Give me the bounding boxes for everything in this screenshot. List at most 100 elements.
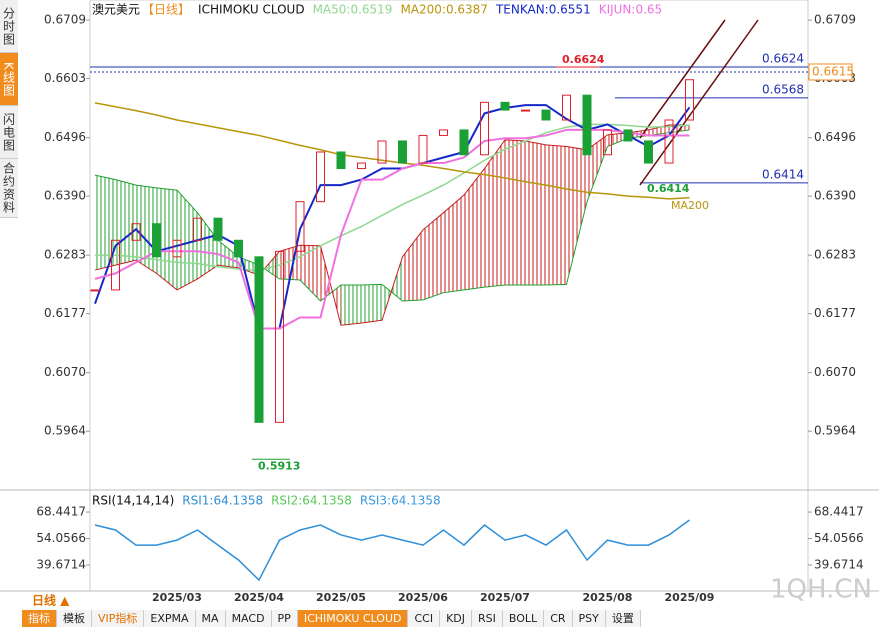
- y-tick-label: 68.4417: [814, 505, 864, 519]
- candle: [582, 94, 592, 156]
- indicator-tab[interactable]: MA: [195, 610, 226, 627]
- y-tick-label: 0.6283: [44, 248, 86, 262]
- y-tick-label: 0.6390: [44, 189, 86, 203]
- watermark: 1QH.CN: [770, 575, 872, 605]
- y-tick-label: 39.6714: [814, 558, 864, 572]
- y-tick-label: 0.6283: [814, 248, 856, 262]
- legend-entry: RSI1:64.1358: [182, 494, 263, 508]
- indicator-tab[interactable]: PP: [271, 610, 298, 627]
- cloud-segment: [525, 140, 546, 285]
- candle: [131, 223, 141, 241]
- cloud-segment: [177, 190, 198, 290]
- indicator-tab[interactable]: PSY: [572, 610, 606, 627]
- y-tick-label: 0.6603: [44, 71, 86, 85]
- candle: [541, 109, 551, 121]
- indicator-tab[interactable]: RSI: [472, 610, 503, 627]
- side-tabs: 分时图 K线图 闪电图 合约资料: [0, 0, 18, 218]
- y-tick-label: 0.6496: [814, 130, 856, 144]
- x-tick-label: 2025/06: [398, 591, 448, 604]
- candle: [500, 101, 510, 111]
- candle: [521, 109, 530, 112]
- candle: [685, 79, 694, 121]
- indicator-tabs: 指标 模板 VIP指标 EXPMA MA MACD PP ICHIMOKU CLOUD CCI K…: [22, 610, 641, 627]
- indicator-tab[interactable]: BOLL: [502, 610, 545, 627]
- candle: [295, 201, 305, 252]
- indicator-tab[interactable]: 指标: [22, 610, 57, 627]
- level-label: 0.6624: [762, 52, 804, 66]
- level-label: 0.6414: [762, 167, 804, 181]
- candle: [664, 119, 674, 164]
- indicator-name: ICHIMOKU CLOUD: [198, 3, 305, 17]
- legend-entry: MA50:0.6519: [313, 3, 393, 17]
- y-tick-label: 0.6070: [814, 365, 856, 379]
- indicator-tab[interactable]: CR: [544, 610, 573, 627]
- swing-low-label: 0.6414: [647, 182, 690, 195]
- high-marker-label: 0.6624: [562, 53, 605, 66]
- y-tick-label: 68.4417: [36, 505, 86, 519]
- indicator-tab[interactable]: 模板: [57, 610, 92, 627]
- indicator-tab[interactable]: VIP指标: [92, 610, 145, 627]
- y-tick-label: 39.6714: [36, 558, 86, 572]
- candle: [111, 239, 120, 291]
- y-tick-label: 0.5964: [814, 424, 856, 438]
- cloud-segment: [341, 284, 362, 326]
- cloud-segment: [546, 144, 567, 285]
- low-marker-label: 0.5913: [258, 459, 300, 472]
- candle: [398, 140, 407, 164]
- candle: [316, 151, 325, 203]
- last-price-box: [808, 63, 853, 81]
- legend-entry: KIJUN:0.65: [599, 3, 662, 17]
- candle: [152, 223, 161, 258]
- panel-title: RSI(14,14,14): [92, 494, 174, 508]
- cloud-segment: [156, 187, 177, 290]
- candle: [562, 94, 571, 121]
- period-selector[interactable]: 日线 ▲: [32, 593, 70, 608]
- cloud-segment: [197, 212, 218, 279]
- y-tick-label: 0.5964: [44, 424, 86, 438]
- cloud-segment: [587, 134, 608, 202]
- legend-entry: RSI2:64.1358: [271, 494, 352, 508]
- candle: [418, 134, 428, 164]
- legend-entry: MA200:0.6387: [400, 3, 488, 17]
- side-tab[interactable]: K线图: [0, 53, 18, 106]
- y-tick-label: 0.6390: [814, 189, 856, 203]
- side-tab[interactable]: 分时图: [0, 0, 18, 53]
- side-tab[interactable]: 合约资料: [0, 159, 18, 218]
- cloud-segment: [115, 179, 136, 266]
- legend-entry: RSI3:64.1358: [360, 494, 441, 508]
- cloud-segment: [259, 251, 280, 279]
- indicator-tab[interactable]: KDJ: [440, 610, 473, 627]
- cloud-segment: [300, 245, 321, 301]
- x-tick-label: 2025/04: [234, 591, 284, 604]
- side-tab[interactable]: 闪电图: [0, 106, 18, 159]
- candle: [213, 217, 223, 241]
- cloud-segment: [423, 212, 444, 300]
- candle: [603, 129, 612, 156]
- indicator-tab[interactable]: ICHIMOKU CLOUD: [297, 610, 409, 627]
- cloud-segment: [95, 175, 116, 271]
- cloud-segment: [484, 139, 505, 288]
- candle: [275, 250, 284, 423]
- legend-entry: TENKAN:0.6551: [495, 3, 591, 17]
- period-label: 【日线】: [142, 3, 190, 17]
- candle: [336, 151, 346, 170]
- indicator-tab[interactable]: CCI: [408, 610, 441, 627]
- y-tick-label: 0.6177: [814, 306, 856, 320]
- candle: [377, 140, 387, 164]
- candle: [90, 289, 100, 292]
- indicator-tab[interactable]: MACD: [225, 610, 272, 627]
- indicator-tab[interactable]: EXPMA: [144, 610, 196, 627]
- cloud-segment: [136, 185, 157, 274]
- x-tick-label: 2025/07: [480, 591, 530, 604]
- candle: [644, 140, 653, 164]
- channel-line: [639, 19, 759, 186]
- candle: [439, 129, 448, 136]
- cloud-segment: [402, 229, 423, 301]
- cloud-segment: [464, 168, 485, 290]
- channel-line: [639, 19, 726, 139]
- instrument-title: 澳元美元: [92, 3, 140, 17]
- candle: [193, 217, 202, 241]
- indicator-tab[interactable]: 设置: [605, 610, 641, 627]
